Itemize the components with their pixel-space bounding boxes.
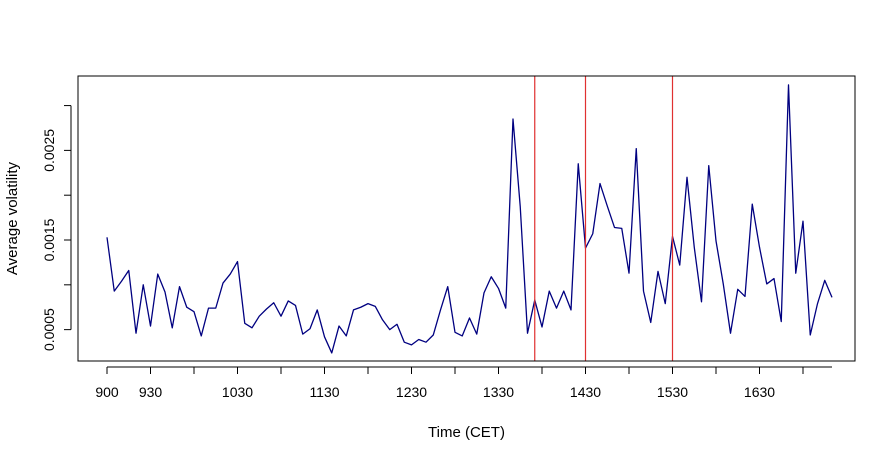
y-tick-label: 0.0025 bbox=[41, 129, 57, 172]
x-tick-label: 1630 bbox=[744, 384, 775, 400]
x-tick-label: 1530 bbox=[657, 384, 688, 400]
y-axis-title: Average volatility bbox=[4, 161, 21, 275]
x-tick-label: 1230 bbox=[396, 384, 427, 400]
y-tick-label: 0.0005 bbox=[41, 308, 57, 351]
x-tick-label: 1330 bbox=[483, 384, 514, 400]
x-axis: 900 930 1030 1130 1230 1330 1430 1530 1630 bbox=[95, 366, 832, 400]
x-tick-label: 1130 bbox=[309, 384, 339, 400]
series-layer bbox=[106, 84, 833, 354]
vertical-markers bbox=[534, 76, 674, 361]
x-tick-label: 900 bbox=[95, 384, 119, 400]
x-axis-title: Time (CET) bbox=[428, 424, 505, 441]
x-tick-label: 1030 bbox=[222, 384, 253, 400]
plot-frame bbox=[77, 75, 856, 362]
y-tick-label: 0.0015 bbox=[41, 218, 57, 261]
x-tick-label: 1430 bbox=[570, 384, 601, 400]
y-axis: 0.0005 0.0015 0.0025 bbox=[41, 105, 72, 351]
series-line-0 bbox=[106, 84, 833, 354]
x-tick-label: 930 bbox=[139, 384, 163, 400]
